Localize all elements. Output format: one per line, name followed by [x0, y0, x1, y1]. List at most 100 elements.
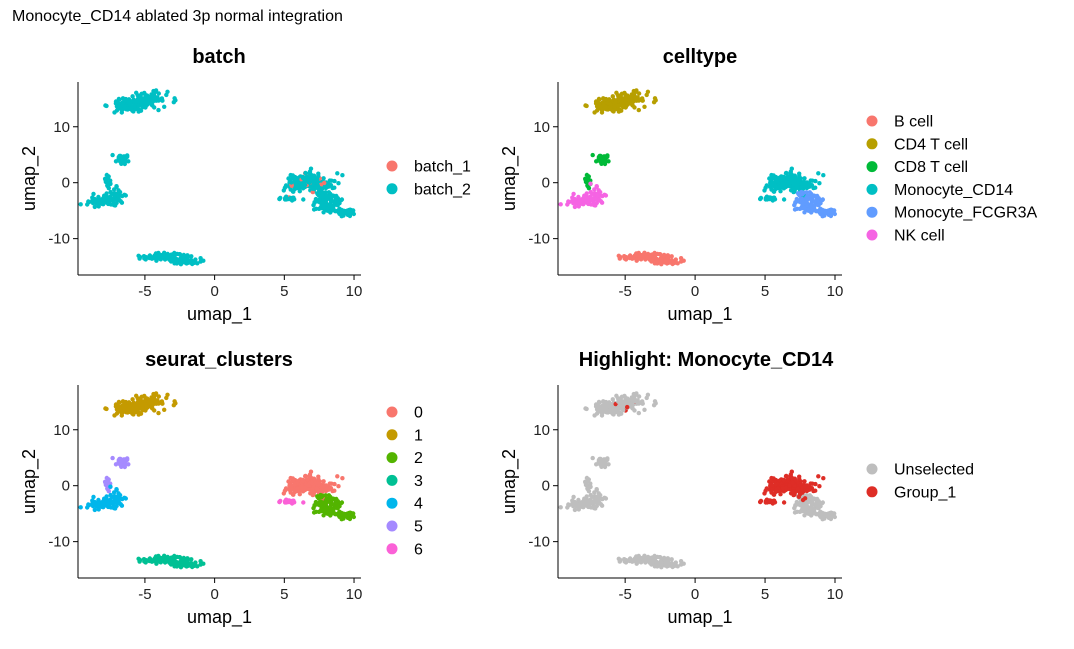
data-point	[586, 489, 592, 494]
x-tick-label: 10	[346, 586, 363, 603]
data-point	[331, 507, 336, 512]
data-point	[335, 208, 341, 213]
data-point	[317, 197, 322, 202]
data-point	[123, 399, 128, 405]
data-point	[771, 189, 777, 194]
data-point	[806, 511, 811, 516]
data-point	[590, 196, 596, 202]
data-point	[812, 502, 817, 507]
data-point	[596, 399, 602, 405]
data-point	[181, 555, 186, 561]
data-point	[112, 413, 117, 418]
data-point	[339, 500, 345, 505]
data-point	[636, 556, 641, 561]
data-point	[160, 401, 165, 406]
data-point	[327, 178, 332, 183]
data-point	[198, 562, 203, 567]
data-point	[313, 206, 319, 211]
data-point	[795, 191, 801, 196]
data-point	[278, 195, 283, 201]
data-point	[116, 399, 122, 405]
data-point	[590, 191, 595, 196]
data-point	[123, 96, 128, 102]
data-point	[324, 500, 329, 505]
data-point	[165, 89, 170, 95]
y-tick-label: -10	[48, 534, 70, 551]
data-point	[769, 483, 775, 488]
data-point	[781, 477, 787, 483]
data-point	[136, 109, 141, 114]
data-point	[125, 457, 130, 462]
data-point	[619, 406, 625, 411]
data-point	[323, 190, 328, 195]
data-point	[610, 397, 615, 402]
data-point	[313, 509, 319, 514]
data-point	[769, 180, 775, 185]
data-point	[287, 499, 292, 504]
data-point	[97, 199, 102, 204]
data-point	[658, 562, 663, 568]
data-point	[642, 407, 647, 412]
data-point	[592, 413, 597, 418]
legend-swatch	[866, 206, 878, 218]
data-point	[292, 482, 297, 487]
data-point	[136, 103, 141, 109]
data-point	[284, 195, 289, 200]
data-point	[798, 491, 803, 496]
data-point	[758, 498, 764, 504]
legend-swatch	[866, 463, 878, 475]
data-point	[327, 481, 332, 486]
data-point	[598, 407, 603, 413]
data-point	[105, 478, 111, 484]
data-point	[336, 484, 341, 489]
data-point	[663, 258, 669, 263]
data-point	[135, 93, 140, 98]
data-point	[763, 185, 768, 190]
data-point	[150, 559, 156, 564]
data-point	[678, 562, 684, 567]
x-tick-label: 0	[691, 586, 699, 603]
y-axis-label: umap_2	[499, 146, 520, 211]
data-point	[108, 181, 113, 186]
data-point	[634, 399, 639, 405]
data-point	[154, 96, 159, 102]
data-point	[306, 483, 311, 488]
data-point	[606, 159, 611, 164]
data-point	[162, 104, 167, 110]
data-point	[595, 193, 600, 198]
data-point	[616, 103, 621, 109]
data-point	[336, 181, 341, 186]
data-point	[172, 553, 177, 559]
data-point	[598, 159, 603, 164]
data-point	[167, 257, 172, 262]
data-point	[784, 473, 789, 479]
data-point	[165, 392, 170, 397]
data-point	[816, 208, 821, 213]
data-point	[618, 557, 623, 563]
umap-panel-3: Highlight: Monocyte_CD14 -5 0 5 10 -10 0 10 umap…	[499, 349, 974, 628]
data-point	[136, 406, 141, 411]
data-point	[156, 556, 161, 561]
data-point	[781, 197, 787, 202]
data-point	[633, 89, 638, 95]
scatter-points	[558, 391, 837, 570]
data-point	[781, 174, 787, 180]
data-point	[764, 195, 770, 200]
data-point	[598, 199, 604, 204]
data-point	[662, 252, 667, 258]
data-point	[816, 171, 821, 176]
data-point	[110, 455, 115, 461]
data-point	[106, 186, 112, 191]
data-point	[773, 482, 778, 487]
y-tick-label: 10	[533, 422, 550, 439]
data-point	[816, 511, 821, 516]
data-point	[781, 500, 787, 505]
data-point	[813, 185, 818, 190]
data-point	[128, 106, 133, 112]
data-point	[607, 400, 612, 405]
data-point	[652, 564, 657, 569]
data-point	[332, 178, 337, 184]
data-point	[616, 412, 622, 417]
data-point	[603, 159, 608, 164]
